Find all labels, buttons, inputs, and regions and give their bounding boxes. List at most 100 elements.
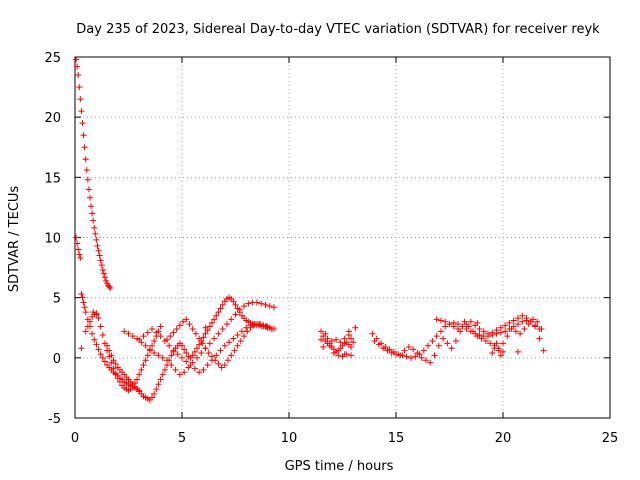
data-point	[422, 357, 429, 364]
data-point	[444, 340, 451, 347]
data-point	[482, 337, 489, 344]
data-point	[333, 336, 340, 343]
data-point	[223, 321, 230, 328]
data-point	[101, 358, 108, 365]
data-point	[189, 352, 196, 359]
data-point	[478, 335, 485, 342]
data-point	[155, 381, 162, 388]
data-point	[337, 339, 344, 346]
data-point	[138, 366, 145, 373]
data-point	[502, 322, 509, 329]
data-point	[98, 262, 105, 269]
data-point	[388, 350, 395, 357]
data-point	[151, 337, 158, 344]
data-point	[266, 303, 273, 310]
data-point	[89, 210, 96, 217]
data-point	[202, 324, 209, 331]
data-point	[341, 351, 348, 358]
data-point	[75, 246, 82, 253]
data-point	[322, 330, 329, 337]
data-point	[410, 346, 417, 353]
data-point	[84, 176, 91, 183]
data-point	[257, 321, 264, 328]
data-point	[497, 352, 504, 359]
data-point	[536, 325, 543, 332]
data-point	[116, 378, 123, 385]
data-point	[318, 328, 325, 335]
data-point	[532, 322, 539, 329]
x-tick-label: 10	[281, 431, 298, 446]
data-point	[345, 328, 352, 335]
data-point	[230, 298, 237, 305]
data-point	[418, 354, 425, 361]
data-point	[517, 330, 524, 337]
data-point	[328, 337, 335, 344]
data-point	[79, 294, 86, 301]
series-sat-h	[318, 328, 355, 360]
x-tick-label: 20	[495, 431, 512, 446]
data-point	[521, 325, 528, 332]
data-point	[104, 342, 111, 349]
data-point	[452, 337, 459, 344]
data-point	[183, 350, 190, 357]
data-point	[82, 328, 89, 335]
data-point	[393, 351, 399, 358]
data-point	[187, 362, 194, 369]
data-point	[94, 242, 101, 249]
data-point	[172, 366, 179, 373]
data-point	[196, 341, 203, 348]
data-point	[527, 318, 534, 325]
data-point	[427, 359, 434, 366]
data-point	[219, 325, 226, 332]
data-point	[218, 364, 225, 371]
data-point	[83, 167, 90, 174]
y-tick-label: 25	[44, 51, 61, 66]
data-point	[91, 224, 98, 231]
data-point	[470, 328, 477, 335]
series-sat-a	[73, 56, 114, 292]
data-point	[476, 325, 483, 332]
data-point	[495, 347, 502, 354]
data-point	[226, 339, 233, 346]
data-point	[85, 186, 92, 193]
data-point	[238, 328, 245, 335]
data-point	[211, 335, 218, 342]
data-point	[510, 317, 517, 324]
data-point	[80, 132, 87, 139]
y-tick-label: 15	[44, 171, 61, 186]
data-point	[181, 346, 188, 353]
data-point	[82, 309, 89, 316]
data-point	[463, 321, 470, 328]
data-point	[247, 324, 254, 331]
data-point	[164, 336, 171, 343]
data-point	[140, 362, 147, 369]
data-point	[407, 354, 414, 361]
data-point	[159, 371, 166, 378]
data-point	[114, 375, 121, 382]
data-point	[73, 56, 80, 63]
data-point	[330, 350, 337, 357]
data-point	[508, 325, 515, 332]
data-point	[262, 301, 269, 308]
series-sat-c	[82, 310, 164, 394]
data-point	[74, 240, 81, 247]
data-point	[206, 340, 213, 347]
data-point	[324, 340, 331, 347]
data-point	[180, 318, 187, 325]
data-point	[493, 340, 500, 347]
data-point	[403, 353, 410, 360]
data-point	[125, 330, 132, 337]
data-point	[168, 352, 175, 359]
data-point	[232, 311, 239, 318]
data-point	[110, 357, 117, 364]
data-point	[371, 337, 378, 344]
data-point	[151, 350, 158, 357]
data-point	[253, 299, 260, 306]
y-tick-label: 20	[44, 111, 61, 126]
data-point	[79, 120, 86, 127]
data-point	[480, 328, 487, 335]
data-point	[157, 323, 164, 330]
data-point	[215, 330, 222, 337]
data-point	[250, 322, 257, 329]
data-point	[157, 376, 164, 383]
